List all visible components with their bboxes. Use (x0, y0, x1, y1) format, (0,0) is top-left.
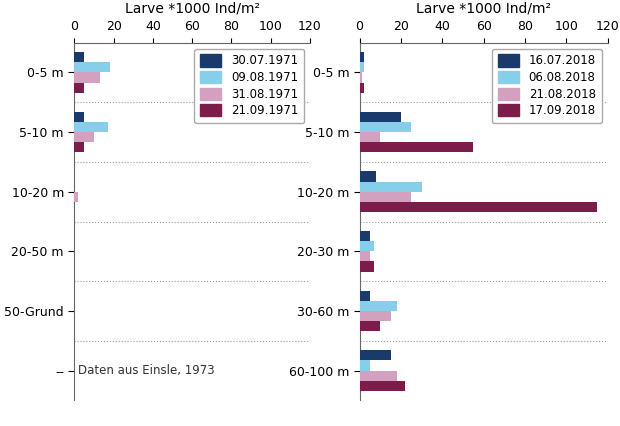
X-axis label: Larve *1000 Ind/m²: Larve *1000 Ind/m² (416, 2, 551, 16)
Bar (360, 231, 370, 241)
Bar (360, 171, 376, 181)
Bar (360, 52, 364, 62)
Bar (360, 251, 370, 262)
Bar (74, 122, 108, 132)
Bar (74, 72, 100, 83)
Bar (360, 381, 405, 391)
Bar (360, 291, 370, 301)
Legend: 30.07.1971, 09.08.1971, 31.08.1971, 21.09.1971: 30.07.1971, 09.08.1971, 31.08.1971, 21.0… (194, 49, 304, 123)
Bar (360, 83, 364, 93)
Bar (74, 192, 78, 202)
Bar (360, 371, 397, 381)
Bar (360, 360, 370, 371)
Text: Daten aus Einsle, 1973: Daten aus Einsle, 1973 (78, 364, 215, 377)
Bar (74, 52, 84, 62)
Bar (360, 142, 473, 153)
Bar (360, 192, 411, 202)
Bar (360, 112, 401, 122)
Bar (360, 72, 361, 83)
Bar (360, 241, 374, 251)
Bar (74, 62, 110, 72)
Bar (74, 142, 84, 153)
Bar (74, 83, 84, 93)
X-axis label: Larve *1000 Ind/m²: Larve *1000 Ind/m² (125, 2, 260, 16)
Bar (360, 62, 364, 72)
Bar (360, 181, 422, 192)
Bar (74, 112, 84, 122)
Bar (360, 122, 411, 132)
Bar (360, 350, 391, 360)
Bar (360, 132, 380, 142)
Bar (360, 301, 397, 311)
Bar (360, 311, 391, 321)
Bar (360, 202, 597, 212)
Bar (360, 262, 374, 272)
Bar (360, 321, 380, 331)
Legend: 16.07.2018, 06.08.2018, 21.08.2018, 17.09.2018: 16.07.2018, 06.08.2018, 21.08.2018, 17.0… (492, 49, 601, 123)
Bar (74, 132, 94, 142)
